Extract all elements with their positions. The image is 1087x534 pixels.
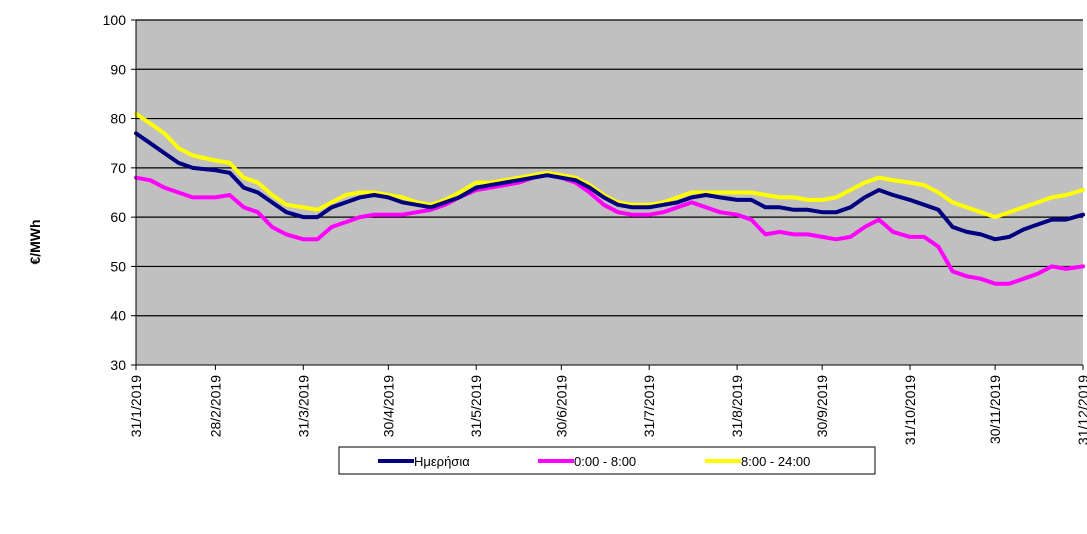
x-tick-label: 30/9/2019	[814, 375, 830, 437]
x-tick-label: 31/10/2019	[902, 375, 918, 445]
series-layer	[134, 111, 1085, 286]
y-tick-labels: 30 40 50 60 70 80 90 100	[103, 12, 136, 373]
x-tick-label: 31/8/2019	[729, 375, 745, 437]
x-tick-label: 31/12/2019	[1075, 375, 1087, 445]
y-tick-label: 60	[110, 209, 126, 225]
x-tick-label: 30/4/2019	[380, 375, 396, 437]
x-tick-label: 30/11/2019	[987, 375, 1003, 444]
x-tick-label: 31/7/2019	[641, 375, 657, 437]
grid-lines	[136, 19, 1083, 317]
series-line	[134, 111, 1085, 220]
y-tick-label: 100	[103, 12, 127, 28]
y-axis-label: €/MWh	[27, 219, 43, 264]
y-tick-label: 40	[110, 308, 126, 324]
legend: Ημερήσια 0:00 - 8:00 8:00 - 24:00	[338, 446, 876, 475]
x-tick-label: 31/3/2019	[295, 375, 311, 437]
y-tick-label: 50	[110, 258, 126, 274]
y-tick-label: 80	[110, 111, 126, 127]
y-tick-label: 30	[110, 357, 126, 373]
legend-box	[338, 446, 876, 475]
series-line	[134, 173, 1085, 286]
y-tick-label: 70	[110, 160, 126, 176]
x-tick-label: 30/6/2019	[553, 375, 569, 437]
series-line	[134, 131, 1085, 242]
legend-label: Ημερήσια	[414, 454, 470, 469]
x-tick-label: 28/2/2019	[207, 375, 223, 437]
x-tick-label: 31/5/2019	[468, 375, 484, 437]
plot-area	[136, 20, 1083, 365]
y-tick-label: 90	[110, 61, 126, 77]
x-tick-labels: 31/1/2019 28/2/2019 31/3/2019 30/4/2019 31/5…	[128, 365, 1087, 445]
legend-label: 8:00 - 24:00	[741, 454, 810, 469]
x-tick-label: 31/1/2019	[128, 375, 144, 437]
legend-label: 0:00 - 8:00	[574, 454, 636, 469]
